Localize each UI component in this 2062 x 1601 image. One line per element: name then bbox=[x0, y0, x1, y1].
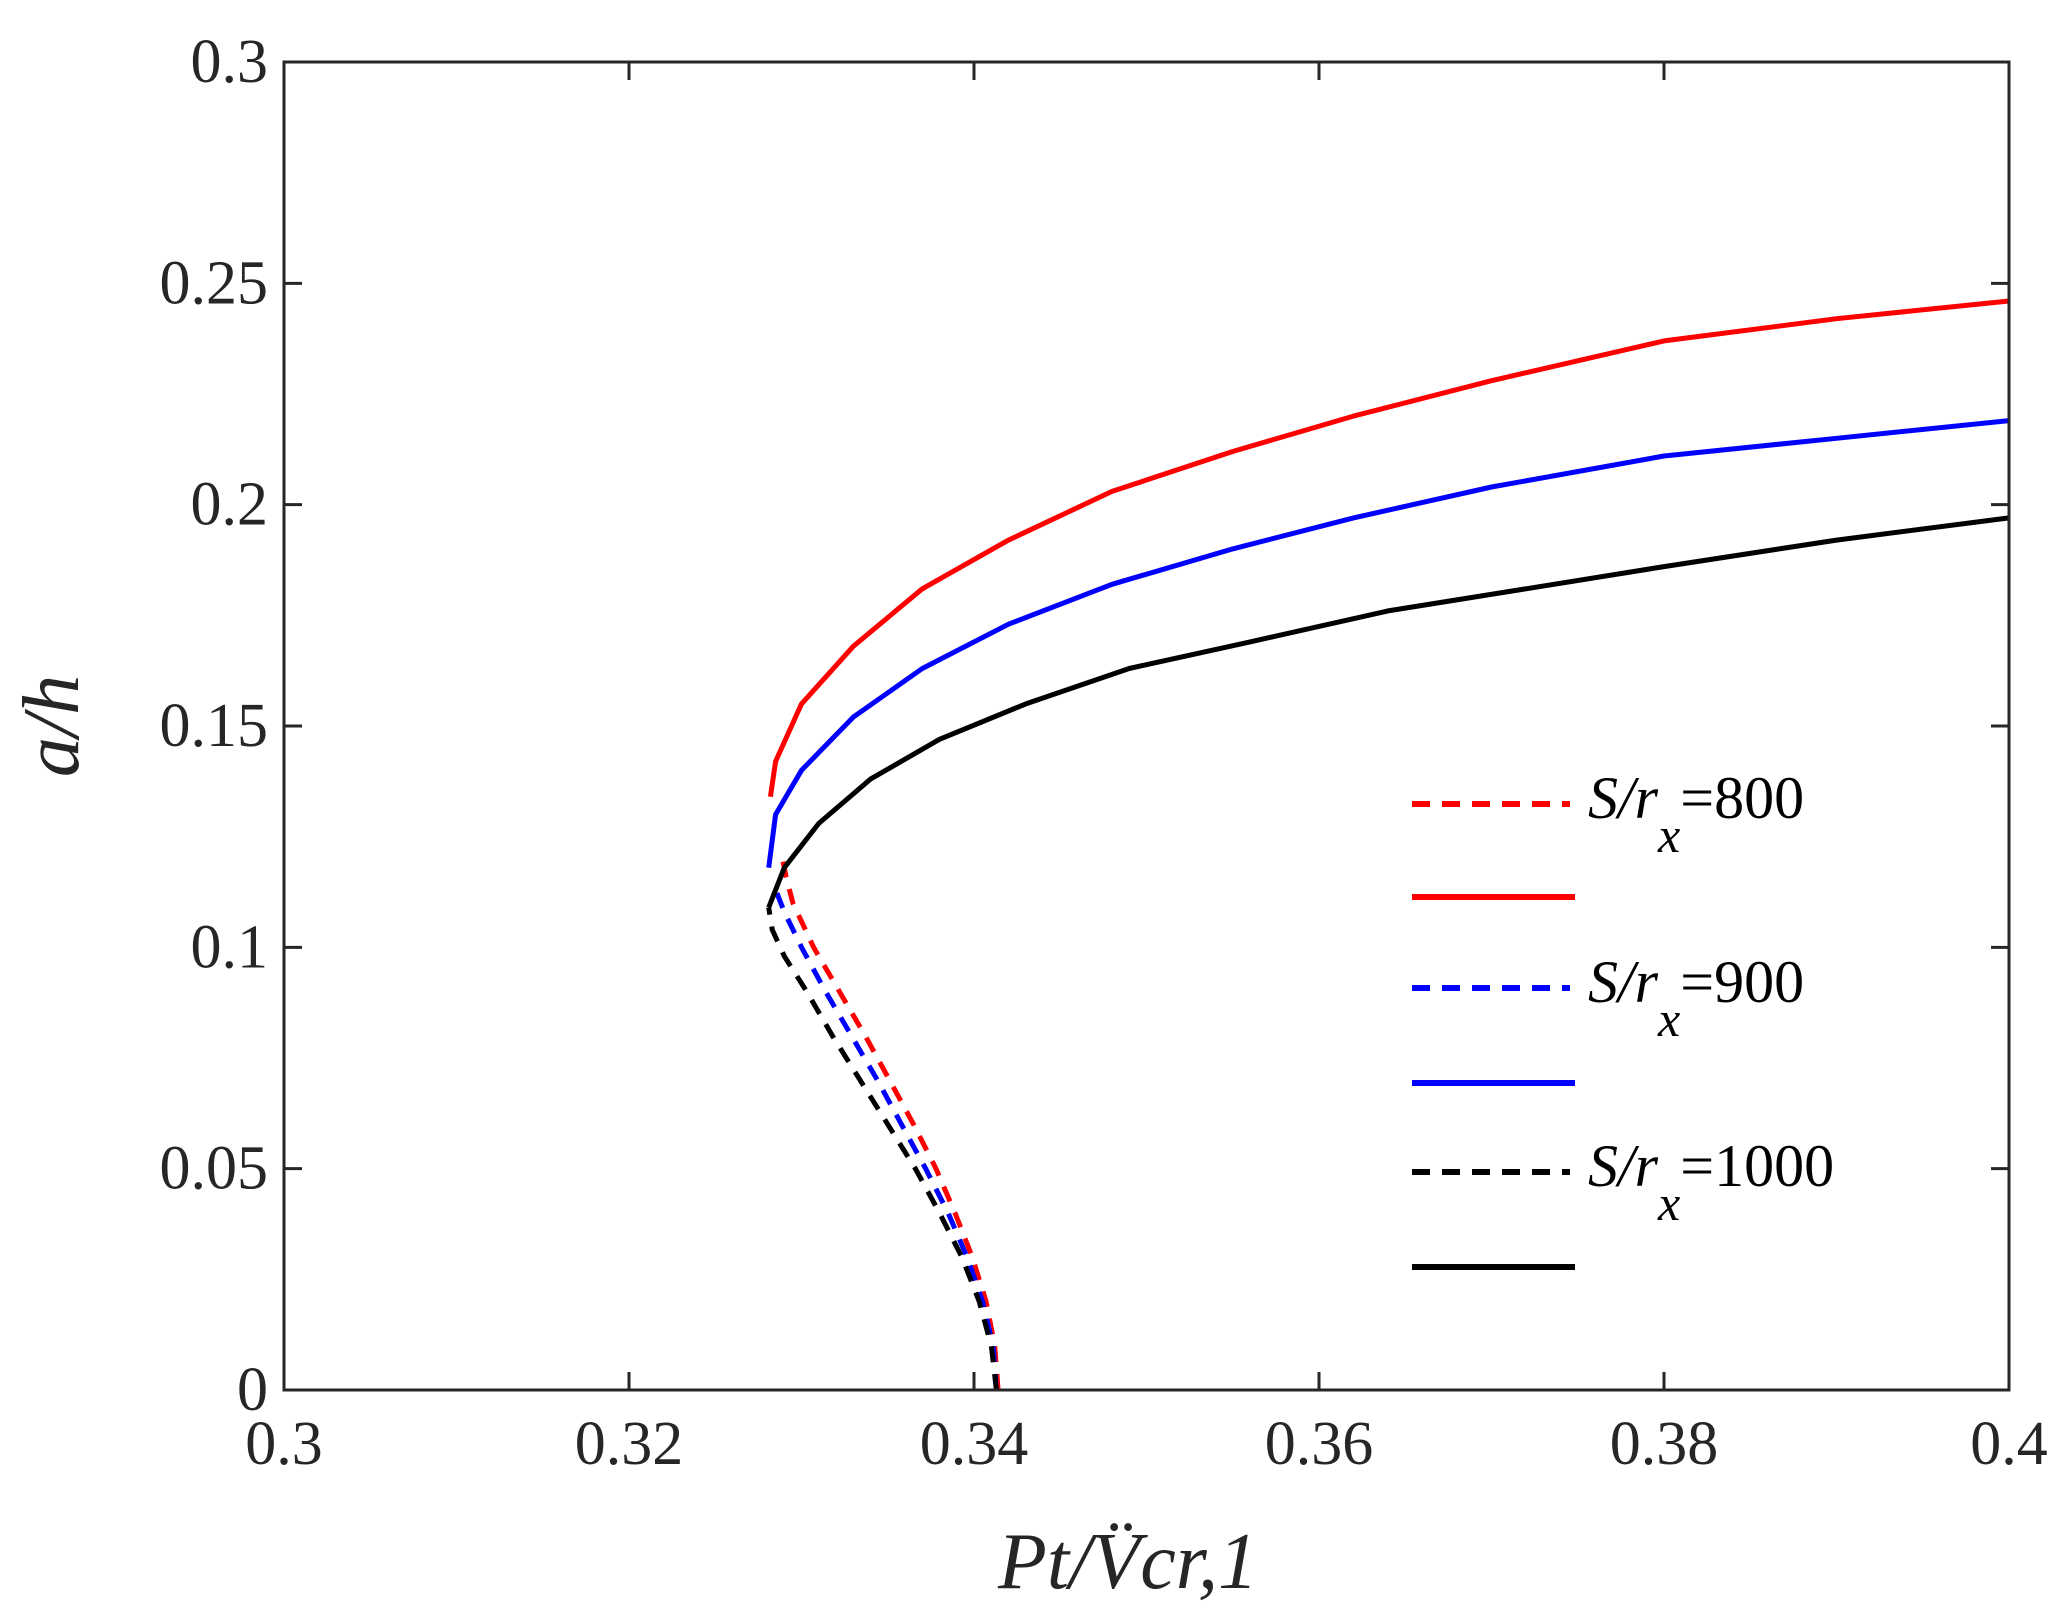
y-tick-label-5: 0.25 bbox=[160, 249, 269, 317]
y-tick-label-6: 0.3 bbox=[191, 28, 269, 96]
ticks-layer bbox=[282, 60, 2011, 1392]
y-tick-label-0: 0 bbox=[237, 1356, 268, 1424]
x-tick-label-1: 0.32 bbox=[575, 1410, 684, 1478]
x-axis-label: Pt/V̈cr,1 bbox=[997, 1518, 1258, 1601]
y-axis-label: a/h bbox=[8, 675, 96, 777]
y-tick-labels: 0 0.05 0.1 0.15 0.2 0.25 0.3 bbox=[160, 28, 269, 1424]
x-tick-label-2: 0.34 bbox=[920, 1410, 1029, 1478]
x-tick-label-5: 0.4 bbox=[1970, 1410, 2048, 1478]
y-tick-label-4: 0.2 bbox=[191, 471, 269, 539]
series-line-5 bbox=[766, 515, 2010, 909]
y-tick-label-1: 0.05 bbox=[160, 1135, 269, 1203]
legend-label-1000: S/rx=1000 bbox=[1588, 1133, 1834, 1231]
series-line-3 bbox=[766, 418, 2010, 869]
legend-label-900: S/rx=900 bbox=[1588, 949, 1804, 1047]
x-tick-labels: 0.3 0.32 0.34 0.36 0.38 0.4 bbox=[245, 1410, 2048, 1478]
series-layer bbox=[766, 298, 2010, 1391]
x-tick-label-3: 0.36 bbox=[1265, 1410, 1374, 1478]
x-tick-label-0: 0.3 bbox=[245, 1410, 323, 1478]
x-tick-label-4: 0.38 bbox=[1610, 1410, 1719, 1478]
series-line-4 bbox=[766, 907, 999, 1391]
series-line-2 bbox=[773, 888, 999, 1391]
y-tick-label-2: 0.1 bbox=[191, 913, 269, 981]
y-tick-label-3: 0.15 bbox=[160, 692, 269, 760]
legend-label-800: S/rx=800 bbox=[1588, 765, 1804, 863]
legend: S/rx=800 S/rx=900 S/rx=1000 bbox=[1412, 765, 1834, 1270]
series-line-0 bbox=[778, 849, 1001, 1391]
series-line-1 bbox=[767, 298, 2010, 798]
